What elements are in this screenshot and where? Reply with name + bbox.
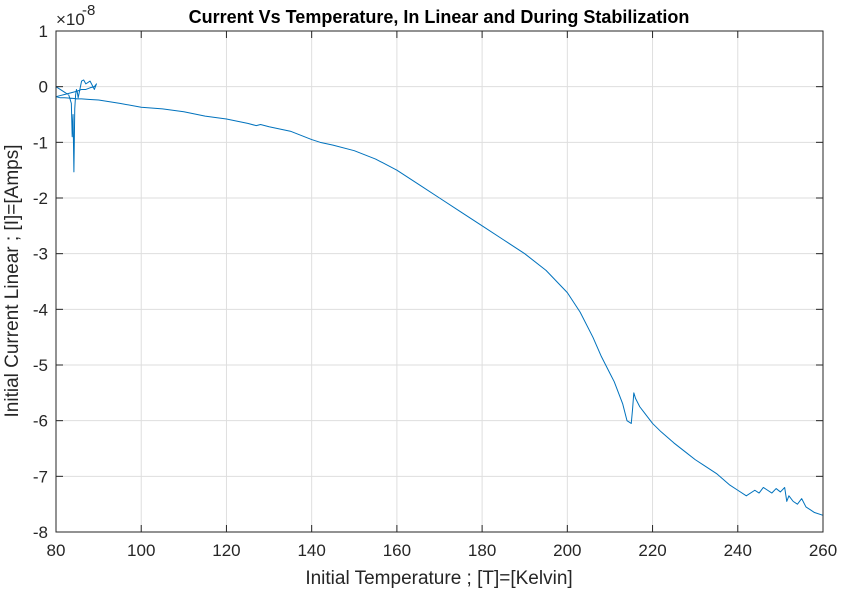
x-tick-label: 160 <box>383 541 411 560</box>
y-axis-label: Initial Current Linear ; [I]=[Amps] <box>2 145 23 418</box>
y-tick-label: -4 <box>33 300 48 319</box>
x-tick-label: 140 <box>297 541 325 560</box>
x-tick-label: 260 <box>809 541 837 560</box>
y-tick-label: -3 <box>33 245 48 264</box>
x-axis-label: Initial Temperature ; [T]=[Kelvin] <box>305 568 572 589</box>
y-exponent-base: ×10 <box>56 10 85 29</box>
grid <box>56 31 823 532</box>
y-exponent: ×10 -8 <box>56 2 95 29</box>
axes-box <box>55 30 824 533</box>
y-tick-label: -2 <box>33 189 48 208</box>
y-tick-label: -6 <box>33 412 48 431</box>
y-tick-label: -1 <box>33 133 48 152</box>
y-tick-label: -5 <box>33 356 48 375</box>
chart-title: Current Vs Temperature, In Linear and Du… <box>189 7 690 27</box>
y-tick-label: -8 <box>33 523 48 542</box>
x-tick-label: 200 <box>553 541 581 560</box>
y-tick-label: 1 <box>39 22 48 41</box>
y-tick-label: -7 <box>33 467 48 486</box>
plot-series <box>55 79 824 516</box>
x-tick-label: 240 <box>724 541 752 560</box>
series-line <box>55 79 824 516</box>
x-tick-label: 80 <box>47 541 66 560</box>
y-tick-label: 0 <box>39 78 48 97</box>
y-exponent-power: -8 <box>82 2 95 19</box>
x-tick-label: 100 <box>127 541 155 560</box>
ticks: 80 100 120 140 160 180 200 220 240 260 -8 -7 -6 -5 -4 -… <box>33 22 837 560</box>
x-tick-label: 120 <box>212 541 240 560</box>
x-tick-label: 220 <box>638 541 666 560</box>
x-tick-label: 180 <box>468 541 496 560</box>
